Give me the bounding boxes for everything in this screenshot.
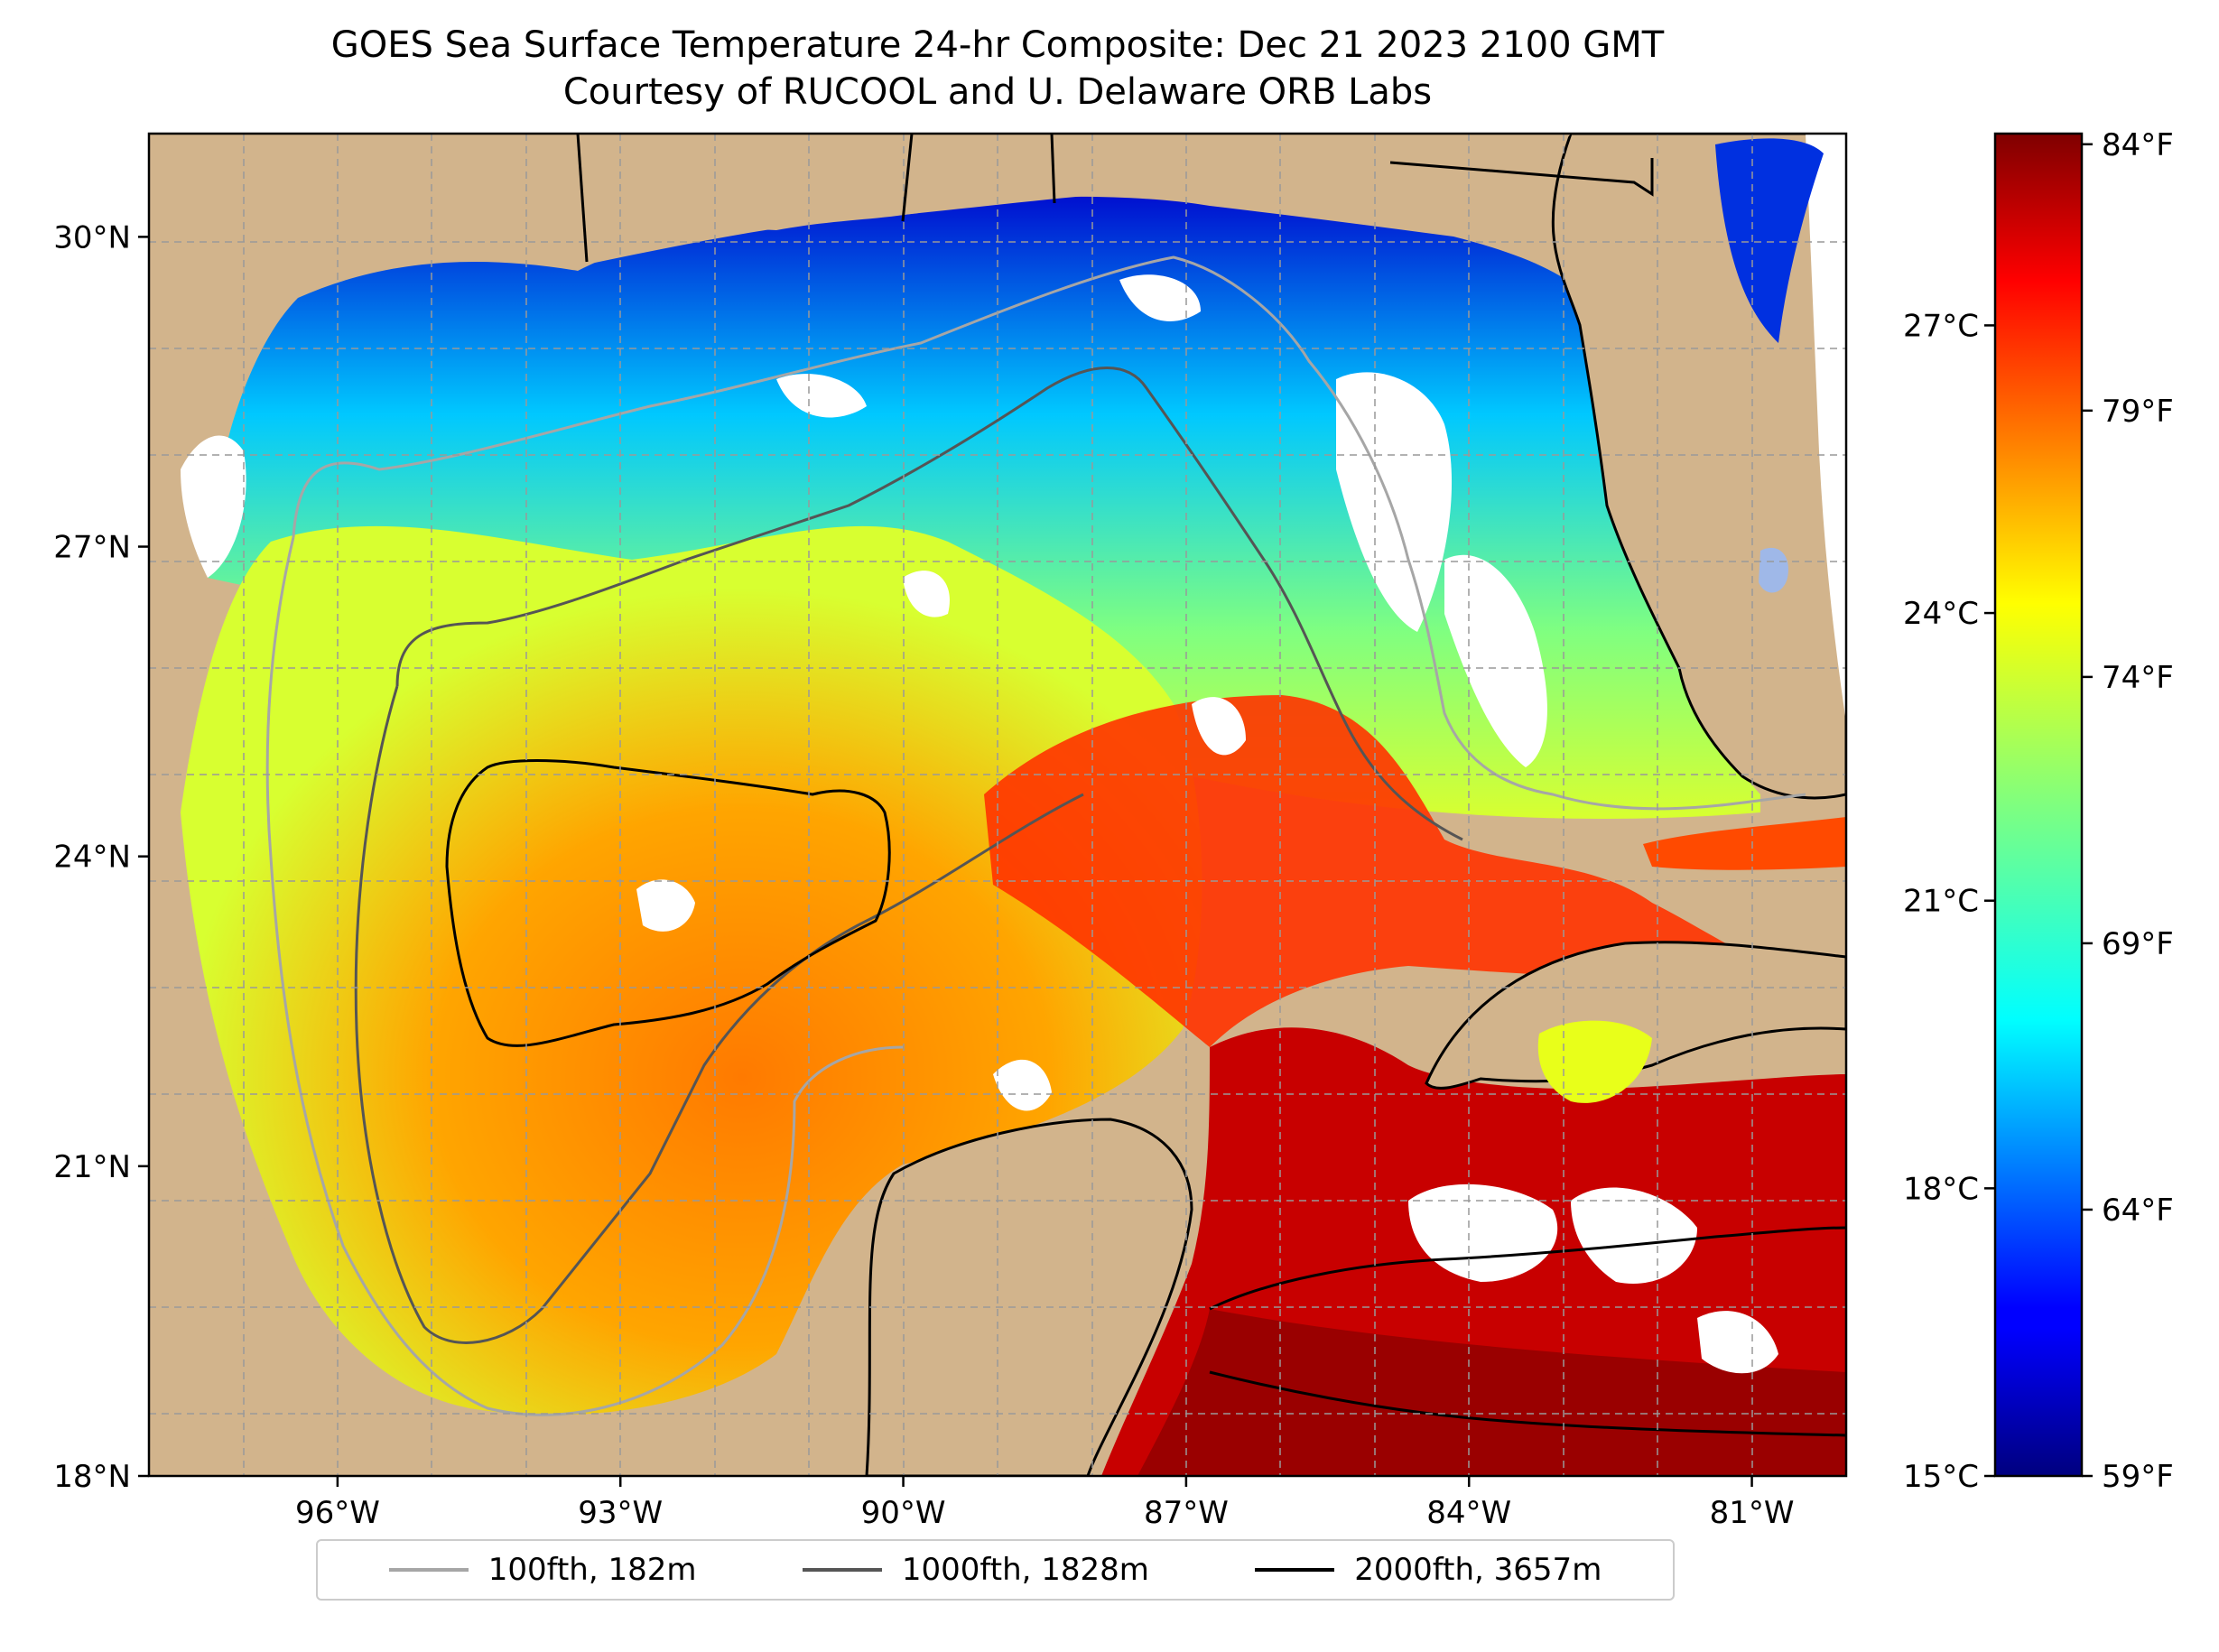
map-frame (147, 132, 1848, 1478)
lat-tick-label: 27°N (53, 530, 131, 566)
legend-swatch (1255, 1568, 1335, 1572)
legend-item-1000fth: 1000fth, 1828m (802, 1552, 1149, 1588)
map-subtitle: Courtesy of RUCOOL and U. Delaware ORB L… (562, 71, 1433, 113)
lat-tick-label: 30°N (53, 219, 131, 255)
legend-label: 2000fth, 3657m (1354, 1552, 1602, 1588)
fahrenheit-tick-label: 69°F (2102, 926, 2174, 962)
celsius-tick-label: 27°C (1903, 308, 1979, 344)
lon-tick-label: 90°W (861, 1495, 946, 1531)
gridlines (149, 134, 1846, 1476)
map-plot-area (149, 134, 1846, 1476)
caribbean-water-deep (1137, 1309, 1846, 1476)
gulf-water-north (208, 196, 1760, 819)
lon-tick-label: 87°W (1144, 1495, 1229, 1531)
lon-tick-label: 81°W (1710, 1495, 1795, 1531)
legend-swatch (802, 1568, 882, 1572)
legend-label: 1000fth, 1828m (901, 1552, 1149, 1588)
lon-tick-label: 93°W (578, 1495, 663, 1531)
celsius-tick-label: 18°C (1903, 1171, 1979, 1207)
mexico-land (149, 578, 469, 1476)
longitude-axis: 96°W 93°W 90°W 87°W 84°W 81°W (295, 1476, 1795, 1531)
celsius-tick-label: 21°C (1903, 884, 1979, 920)
celsius-tick-label: 24°C (1903, 596, 1979, 632)
map-title: GOES Sea Surface Temperature 24-hr Compo… (330, 24, 1665, 66)
colorbar-celsius-axis: 27°C 24°C 21°C 18°C 15°C (1903, 308, 1995, 1495)
lon-tick-label: 84°W (1426, 1495, 1511, 1531)
contour-100fth (265, 255, 1806, 1416)
legend-swatch (388, 1568, 469, 1572)
florida-straits (1643, 817, 1846, 870)
cuba-yellow-patch (1537, 1020, 1652, 1103)
cuba (1425, 941, 1846, 1090)
legend-item-100fth: 100fth, 182m (388, 1552, 697, 1588)
us-gulf-coast (149, 134, 1571, 578)
fahrenheit-tick-label: 84°F (2102, 127, 2174, 163)
cloud-mask (181, 274, 1778, 1374)
lat-tick-label: 24°N (53, 840, 131, 876)
colorbar (1993, 132, 2084, 1478)
lat-tick-label: 18°N (53, 1459, 131, 1495)
celsius-tick-label: 15°C (1903, 1459, 1979, 1495)
gulf-water-central (181, 525, 1202, 1415)
florida-east-water (1806, 134, 1846, 722)
legend-label: 100fth, 182m (487, 1552, 697, 1588)
state-borders (576, 134, 1654, 263)
colorbar-fahrenheit-axis: 84°F 79°F 74°F 69°F 64°F 59°F (2082, 127, 2174, 1495)
fahrenheit-tick-label: 59°F (2102, 1459, 2174, 1495)
florida-east-sst (1715, 138, 1824, 343)
fahrenheit-tick-label: 74°F (2102, 660, 2174, 696)
yucatan-peninsula (865, 1118, 1193, 1476)
bathymetry-legend: 100fth, 182m 1000fth, 1828m 2000fth, 365… (316, 1539, 1675, 1601)
lon-tick-label: 96°W (295, 1495, 380, 1531)
contour-1000fth (354, 367, 1463, 1344)
fahrenheit-tick-label: 79°F (2102, 394, 2174, 430)
lat-tick-label: 21°N (53, 1149, 131, 1185)
latitude-axis: 30°N 27°N 24°N 21°N 18°N (53, 219, 149, 1495)
legend-item-2000fth: 2000fth, 3657m (1255, 1552, 1602, 1588)
fahrenheit-tick-label: 64°F (2102, 1193, 2174, 1229)
lake-okeechobee (1759, 547, 1788, 593)
